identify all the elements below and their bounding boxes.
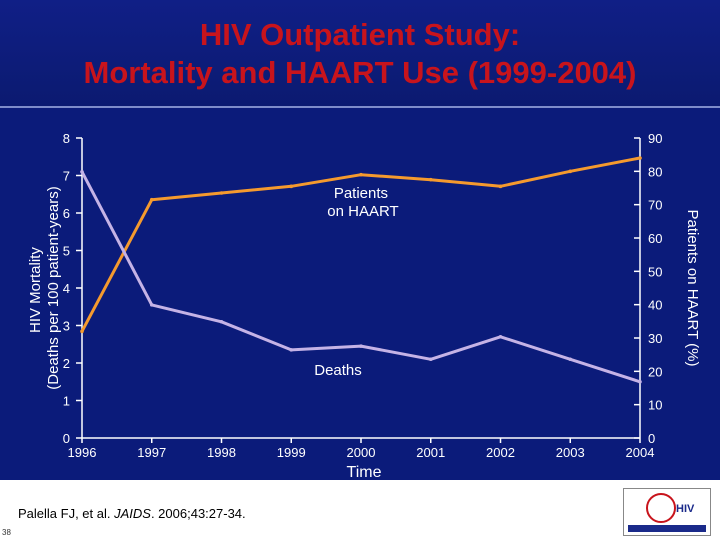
citation-authors: Palella FJ, et al. [18, 506, 115, 521]
title-rule [0, 106, 720, 108]
ribbon-ring-icon [646, 493, 676, 523]
haart-data-point [428, 177, 433, 182]
haart-data-point [568, 169, 573, 174]
title-band [0, 0, 720, 108]
left-tick-label: 3 [63, 319, 70, 334]
right-tick-label: 30 [648, 331, 662, 346]
x-tick-label: 1996 [68, 445, 97, 460]
slide-number: 38 [2, 528, 11, 537]
logo-bar [628, 525, 706, 532]
haart-data-point [638, 156, 642, 160]
left-axis-title-line-1: HIV Mortality [27, 247, 44, 333]
x-tick-label: 1999 [277, 445, 306, 460]
haart-data-point [289, 184, 294, 189]
svg-text:HIV Mortality (Deaths pe: HIV Mortality (Deaths per 100 patient-ye… [27, 186, 62, 389]
haart-data-point [219, 191, 224, 195]
citation-journal: JAIDS [114, 506, 151, 521]
x-tick-label: 2000 [347, 445, 376, 460]
right-tick-label: 20 [648, 364, 662, 379]
deaths-data-point [359, 344, 363, 348]
title-line-1: HIV Outpatient Study: [199, 17, 521, 52]
x-tick-label: 2002 [486, 445, 515, 460]
citation-ref: . 2006;43:27-34. [150, 506, 246, 521]
x-tick-label: 2001 [416, 445, 445, 460]
right-tick-label: 90 [648, 131, 662, 146]
right-tick-label: 40 [648, 298, 662, 313]
deaths-data-point [219, 319, 224, 324]
haart-data-point [498, 184, 503, 189]
left-tick-label: 1 [63, 394, 70, 409]
right-tick-label: 60 [648, 231, 662, 246]
x-tick-label: 1997 [137, 445, 166, 460]
logo-text: HIV [676, 503, 695, 515]
deaths-data-point [568, 357, 573, 362]
right-axis-title: Patients on HAART (%) [684, 209, 701, 366]
deaths-data-point [289, 348, 294, 352]
right-tick-label: 70 [648, 198, 662, 213]
haart-data-point [359, 172, 363, 177]
left-tick-label: 6 [63, 206, 70, 221]
series-label-haart-line-2: on HAART [327, 203, 398, 220]
series-label-haart-line-1: Patients [334, 185, 388, 202]
deaths-data-point [149, 303, 154, 307]
deaths-data-point [80, 169, 84, 174]
haart-data-point [149, 197, 154, 202]
svg-text:Patients on HAART: Patients on HAART [327, 185, 398, 220]
left-tick-label: 4 [63, 281, 70, 296]
left-tick-label: 0 [63, 431, 70, 446]
right-tick-label: 0 [648, 431, 655, 446]
left-axis-title-line-2: (Deaths per 100 patient-years) [45, 186, 62, 389]
left-tick-label: 5 [63, 244, 70, 259]
slide-title: HIV Outpatient Study: Mortality and HAAR… [0, 16, 720, 92]
chart-background [0, 108, 720, 480]
x-tick-label: 2004 [626, 445, 655, 460]
haart-data-point [80, 329, 84, 334]
x-tick-label: 2003 [556, 445, 585, 460]
right-tick-label: 10 [648, 398, 662, 413]
left-tick-label: 7 [63, 169, 70, 184]
left-tick-label: 8 [63, 131, 70, 146]
deaths-data-point [498, 334, 503, 339]
citation: Palella FJ, et al. JAIDS. 2006;43:27-34. [18, 506, 246, 521]
left-tick-label: 2 [63, 356, 70, 371]
x-tick-label: 1998 [207, 445, 236, 460]
right-tick-label: 80 [648, 164, 662, 179]
right-tick-label: 50 [648, 264, 662, 279]
title-line-2: Mortality and HAART Use (1999-2004) [83, 55, 637, 90]
hiv-study-logo: HIV [623, 488, 711, 536]
x-axis-title: Time [347, 464, 382, 481]
series-label-deaths: Deaths [314, 362, 362, 379]
deaths-data-point [638, 379, 642, 384]
deaths-data-point [428, 357, 433, 362]
